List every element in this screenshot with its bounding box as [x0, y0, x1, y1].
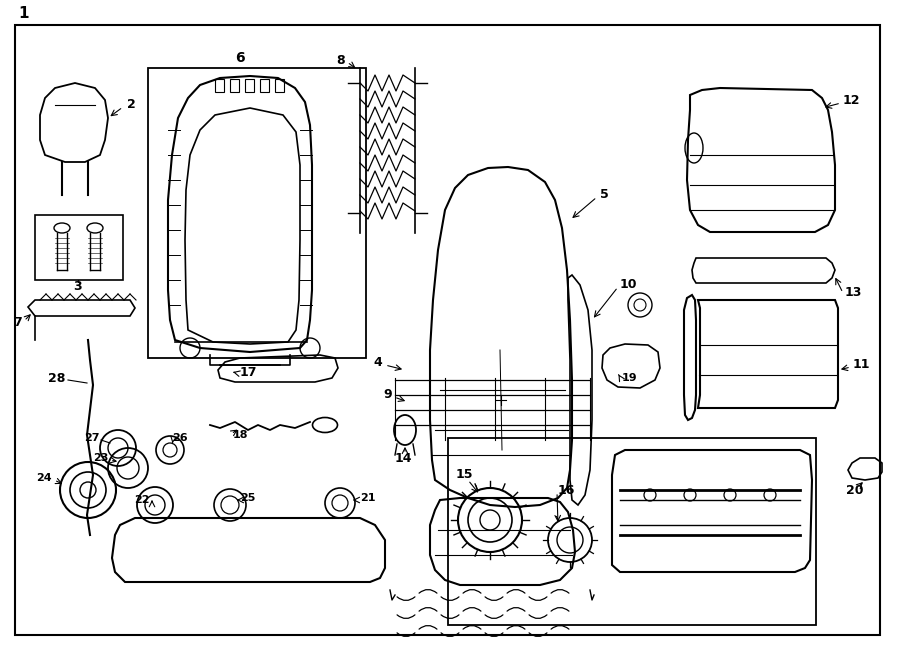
Bar	[448, 438, 816, 625]
Text: 21: 21	[360, 493, 375, 503]
Text: 12: 12	[843, 93, 860, 106]
Bar	[215, 79, 224, 92]
Bar	[35, 215, 123, 280]
Text: 8: 8	[337, 54, 345, 67]
Text: 14: 14	[394, 451, 412, 465]
Text: 24: 24	[36, 473, 52, 483]
Text: 18: 18	[233, 430, 248, 440]
Bar	[230, 79, 239, 92]
Bar	[275, 79, 284, 92]
Text: 26: 26	[172, 433, 187, 443]
Text: 13: 13	[845, 286, 862, 299]
Bar	[245, 79, 254, 92]
Text: 15: 15	[455, 469, 472, 481]
Text: 27: 27	[85, 433, 100, 443]
Text: 28: 28	[48, 371, 65, 385]
Text: 16: 16	[558, 483, 575, 496]
Text: 6: 6	[235, 51, 245, 65]
Text: 25: 25	[240, 493, 256, 503]
Text: 3: 3	[74, 280, 82, 293]
Text: 9: 9	[383, 389, 392, 401]
Text: 23: 23	[93, 453, 108, 463]
Text: 7: 7	[14, 317, 22, 329]
Text: 2: 2	[127, 98, 136, 112]
Bar	[148, 68, 366, 358]
Text: 5: 5	[600, 188, 608, 202]
Text: 19: 19	[622, 373, 637, 383]
Text: 11: 11	[853, 358, 870, 371]
Text: 1: 1	[18, 7, 29, 22]
Text: 20: 20	[846, 483, 864, 496]
Text: 4: 4	[374, 356, 382, 369]
Bar	[260, 79, 269, 92]
Text: 10: 10	[620, 278, 637, 292]
Text: 17: 17	[240, 366, 257, 379]
Text: 22: 22	[134, 495, 150, 505]
